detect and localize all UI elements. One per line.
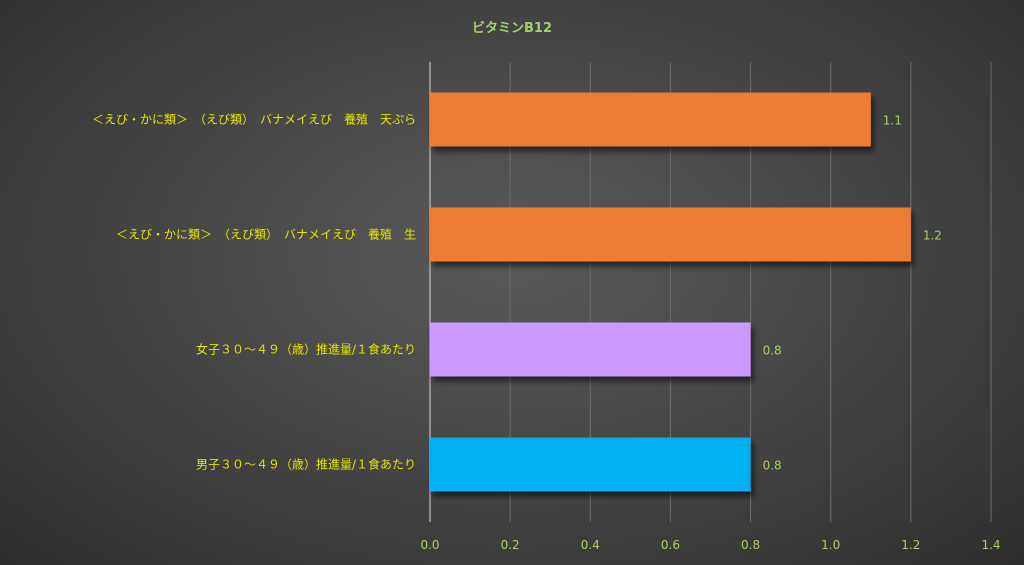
category-label: 女子３０～４９（歳）推進量/１食あたり: [196, 342, 416, 357]
value-label: 0.8: [763, 459, 782, 473]
x-axis-ticks: 0.0 0.2 0.4 0.6 0.8 1.0 1.2 1.4: [420, 538, 1000, 552]
value-label: 1.2: [923, 229, 942, 243]
bar: [430, 92, 871, 147]
x-tick-label: 0.4: [581, 538, 600, 552]
chart-title: ビタミンB12: [472, 20, 552, 36]
bar: [430, 437, 751, 492]
category-label: ＜えび・かに類＞ （えび類） バナメイえび 養殖 天ぷら: [92, 112, 416, 127]
x-tick-label: 0.6: [661, 538, 680, 552]
x-tick-label: 1.4: [981, 538, 1000, 552]
x-tick-label: 0.2: [501, 538, 520, 552]
x-tick-label: 0.8: [741, 538, 760, 552]
value-label: 0.8: [763, 344, 782, 358]
bar: [430, 322, 751, 377]
bar: [430, 207, 911, 262]
x-tick-label: 1.0: [821, 538, 840, 552]
bars: [430, 92, 911, 492]
x-tick-label: 0.0: [420, 538, 439, 552]
value-labels: 1.1 1.2 0.8 0.8: [763, 114, 942, 473]
value-label: 1.1: [883, 114, 902, 128]
category-label: ＜えび・かに類＞ （えび類） バナメイえび 養殖 生: [116, 227, 416, 242]
category-labels: ＜えび・かに類＞ （えび類） バナメイえび 養殖 天ぷら ＜えび・かに類＞ （えび…: [92, 112, 416, 472]
category-label: 男子３０～４９（歳）推進量/１食あたり: [196, 457, 416, 472]
x-tick-label: 1.2: [901, 538, 920, 552]
